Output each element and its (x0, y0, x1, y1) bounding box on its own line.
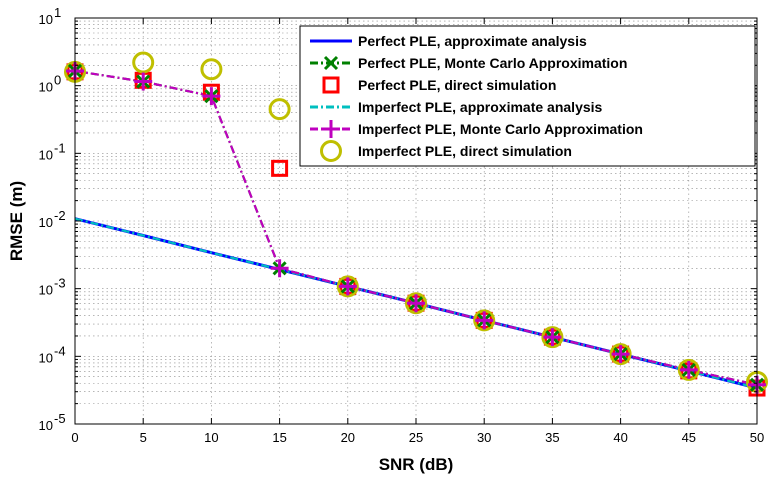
data-point-s4-2 (202, 87, 221, 106)
data-point-s5-1 (132, 51, 155, 74)
data-point-s5-6 (473, 309, 496, 332)
data-point-s2-3 (271, 159, 289, 177)
legend-marker-5 (320, 140, 342, 162)
y-tick-label: 10 (39, 283, 53, 298)
data-point-s5-4 (336, 275, 359, 298)
data-point-s5-5 (405, 292, 427, 315)
data-point-s4-6 (475, 311, 494, 330)
x-tick-label: 25 (409, 430, 423, 445)
x-tick-label: 30 (477, 430, 491, 445)
y-tick-label: 10 (39, 215, 53, 230)
y-tick-exponent: 0 (54, 73, 61, 88)
x-tick-label: 50 (750, 430, 764, 445)
legend-label-3: Imperfect PLE, approximate analysis (358, 99, 603, 115)
x-tick-label: 15 (272, 430, 286, 445)
y-tick-label: 10 (39, 12, 53, 27)
data-point-s5-9 (677, 358, 700, 381)
legend-marker-4 (322, 120, 340, 138)
data-point-s4-4 (338, 277, 357, 296)
data-point-s5-3 (268, 98, 291, 121)
x-tick-label: 35 (545, 430, 559, 445)
legend-label-1: Perfect PLE, Monte Carlo Approximation (358, 55, 627, 71)
data-point-s5-7 (541, 326, 564, 349)
x-tick-label: 0 (71, 430, 78, 445)
legend-label-2: Perfect PLE, direct simulation (358, 77, 556, 93)
legend-box (299, 25, 756, 167)
y-tick-exponent: -3 (54, 276, 66, 291)
data-point-s4-7 (543, 328, 562, 347)
x-tick-label: 5 (140, 430, 147, 445)
y-tick-label: 10 (39, 80, 53, 95)
x-tick-label: 20 (341, 430, 355, 445)
y-tick-label: 10 (39, 147, 53, 162)
x-tick-label: 45 (682, 430, 696, 445)
legend: Perfect PLE, approximate analysis Perfect… (299, 25, 756, 167)
legend-marker-1 (323, 55, 339, 71)
legend-marker-2 (322, 76, 340, 94)
x-tick-label: 40 (613, 430, 627, 445)
x-axis-label: SNR (dB) (379, 455, 454, 474)
y-axis-label: RMSE (m) (7, 181, 26, 261)
x-tick-label: 10 (204, 430, 218, 445)
data-point-s5-8 (609, 343, 632, 366)
y-tick-label: 10 (39, 418, 53, 433)
y-tick-exponent: -2 (54, 208, 66, 223)
legend-label-4: Imperfect PLE, Monte Carlo Approximation (358, 121, 643, 137)
y-tick-exponent: -5 (54, 411, 66, 426)
y-tick-exponent: 1 (54, 5, 61, 20)
y-tick-label: 10 (39, 350, 53, 365)
y-tick-exponent: -4 (54, 343, 66, 358)
data-point-s4-8 (611, 345, 630, 364)
data-point-s4-5 (407, 294, 425, 313)
legend-label-5: Imperfect PLE, direct simulation (358, 143, 572, 159)
data-point-s4-3 (270, 259, 289, 278)
data-point-s4-1 (134, 72, 153, 91)
data-point-s4-9 (679, 360, 698, 379)
data-point-s5-2 (200, 58, 223, 81)
y-tick-exponent: -1 (54, 140, 66, 155)
series-line-3 (74, 217, 758, 390)
legend-label-0: Perfect PLE, approximate analysis (358, 33, 587, 49)
